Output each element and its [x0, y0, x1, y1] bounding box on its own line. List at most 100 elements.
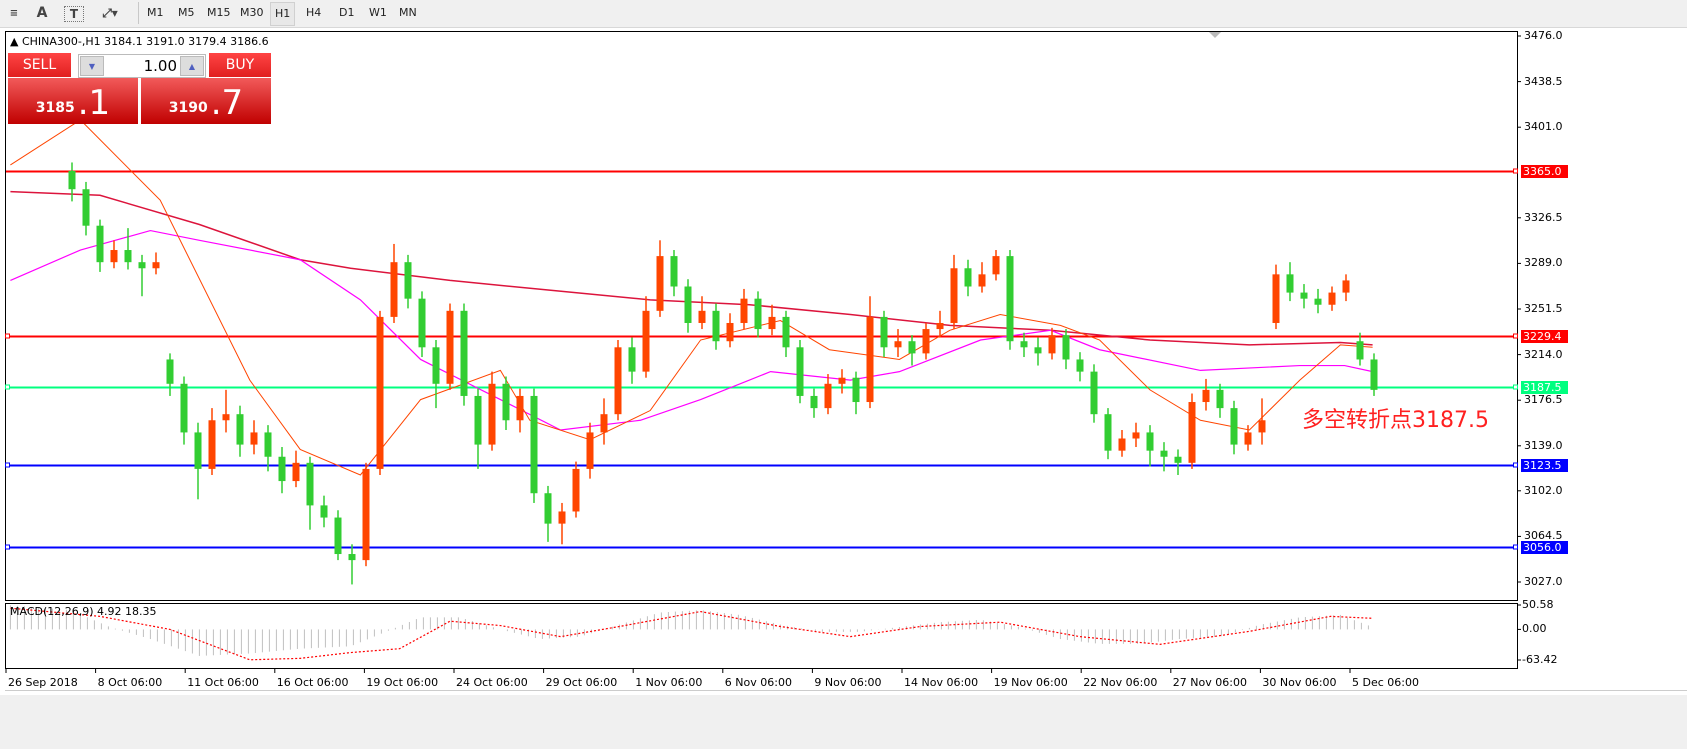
arrows-icon[interactable]: ⤢▾ [102, 5, 118, 20]
candle-body [1328, 292, 1336, 305]
price-axis-label: 3176.5 [1524, 393, 1563, 407]
candle [236, 405, 244, 457]
buy-button[interactable]: BUY [209, 53, 271, 77]
candle-body [1188, 402, 1196, 463]
timeframe-m5[interactable]: M5 [178, 6, 195, 19]
candle-body [306, 462, 314, 506]
candle [908, 335, 916, 366]
timeframe-d1[interactable]: D1 [339, 6, 355, 19]
candle [82, 181, 90, 236]
candle-body [488, 383, 496, 445]
candle [558, 502, 566, 545]
candle-body [334, 517, 342, 555]
candle [1258, 398, 1266, 445]
time-axis-label: 14 Nov 06:00 [904, 676, 979, 689]
candle-body [1370, 359, 1378, 390]
candle [1104, 408, 1112, 460]
candle [1034, 337, 1042, 366]
level-handle-icon [1513, 462, 1518, 468]
candle-body [964, 268, 972, 287]
candle [110, 240, 118, 269]
candle-body [124, 250, 132, 263]
candle [1118, 429, 1126, 457]
candle [446, 303, 454, 390]
price-axis-label: 3326.5 [1524, 210, 1563, 224]
candle [1048, 327, 1056, 360]
candle-body [1244, 432, 1252, 445]
candle-body [348, 554, 356, 561]
level-handle-icon [5, 333, 10, 339]
price-axis-label: 3214.0 [1524, 347, 1563, 361]
candle-body [656, 256, 664, 311]
hline-icon[interactable]: ≡ [9, 7, 19, 19]
timeframe-mn[interactable]: MN [399, 6, 417, 19]
candle [796, 340, 804, 404]
pivot-annotation: 多空转折点3187.5 [1302, 408, 1489, 433]
text-a-icon[interactable]: A [36, 5, 48, 21]
timeframe-h4[interactable]: H4 [306, 6, 322, 19]
time-axis-label: 5 Dec 06:00 [1352, 676, 1419, 689]
candle-body [698, 310, 706, 323]
collapse-triangle-icon[interactable]: ▲ [10, 35, 19, 48]
level-price-tag: 3229.4 [1521, 329, 1568, 343]
candle-body [1174, 456, 1182, 463]
candle [684, 279, 692, 333]
candle-body [68, 170, 76, 190]
candle [852, 371, 860, 415]
time-axis-label: 9 Nov 06:00 [814, 676, 882, 689]
candle-body [390, 262, 398, 317]
candle-body [362, 468, 370, 561]
candle [1146, 425, 1154, 467]
macd-axis-label: 50.58 [1522, 598, 1554, 611]
lot-decrease-icon[interactable]: ▼ [80, 56, 104, 76]
candle-body [628, 347, 636, 372]
text-box-icon[interactable]: T [64, 6, 84, 22]
candle-body [278, 456, 286, 482]
candle [698, 296, 706, 330]
candle [1216, 383, 1224, 418]
timeframe-w1[interactable]: W1 [369, 6, 387, 19]
candle [320, 495, 328, 528]
candle [670, 250, 678, 297]
candle-body [152, 262, 160, 269]
chart-window[interactable] [0, 28, 1687, 695]
candle-body [824, 383, 832, 409]
candle [1160, 442, 1168, 472]
candle-body [110, 250, 118, 263]
one-click-trading-panel: SELL ▼ 1.00 ▲ BUY 3185.1 3190.7 [8, 53, 271, 124]
candle-body [586, 432, 594, 469]
buy-price-button[interactable]: 3190.7 [141, 78, 271, 124]
candle [1076, 352, 1084, 382]
price-axis-label: 3476.0 [1524, 29, 1563, 42]
candle [460, 303, 468, 406]
lot-value[interactable]: 1.00 [143, 57, 177, 75]
time-axis-label: 16 Oct 06:00 [276, 676, 349, 689]
candle-body [1006, 256, 1014, 342]
candle-body [922, 329, 930, 354]
price-axis-label: 3027.0 [1524, 575, 1563, 588]
timeframe-m1[interactable]: M1 [147, 6, 164, 19]
sell-price-button[interactable]: 3185.1 [8, 78, 138, 124]
lot-increase-icon[interactable]: ▲ [180, 56, 204, 76]
candle [306, 456, 314, 530]
candle-body [1314, 298, 1322, 305]
timeframe-m30[interactable]: M30 [240, 6, 264, 19]
candle-body [1076, 359, 1084, 372]
candle-body [950, 268, 958, 323]
candle [740, 288, 748, 330]
candle-body [1216, 389, 1224, 409]
price-chart[interactable] [0, 28, 1687, 695]
lot-size-input[interactable]: ▼ 1.00 ▲ [78, 54, 206, 78]
candle-body [726, 322, 734, 342]
candle-body [292, 462, 300, 482]
candle [600, 398, 608, 445]
timeframe-h1[interactable]: H1 [270, 2, 296, 26]
timeframe-m15[interactable]: M15 [207, 6, 231, 19]
candle [334, 510, 342, 561]
sell-price-pips: .1 [77, 83, 111, 123]
candle-body [670, 256, 678, 287]
candle [432, 340, 440, 409]
candle [768, 304, 776, 336]
candle [194, 422, 202, 500]
sell-button[interactable]: SELL [8, 53, 71, 77]
